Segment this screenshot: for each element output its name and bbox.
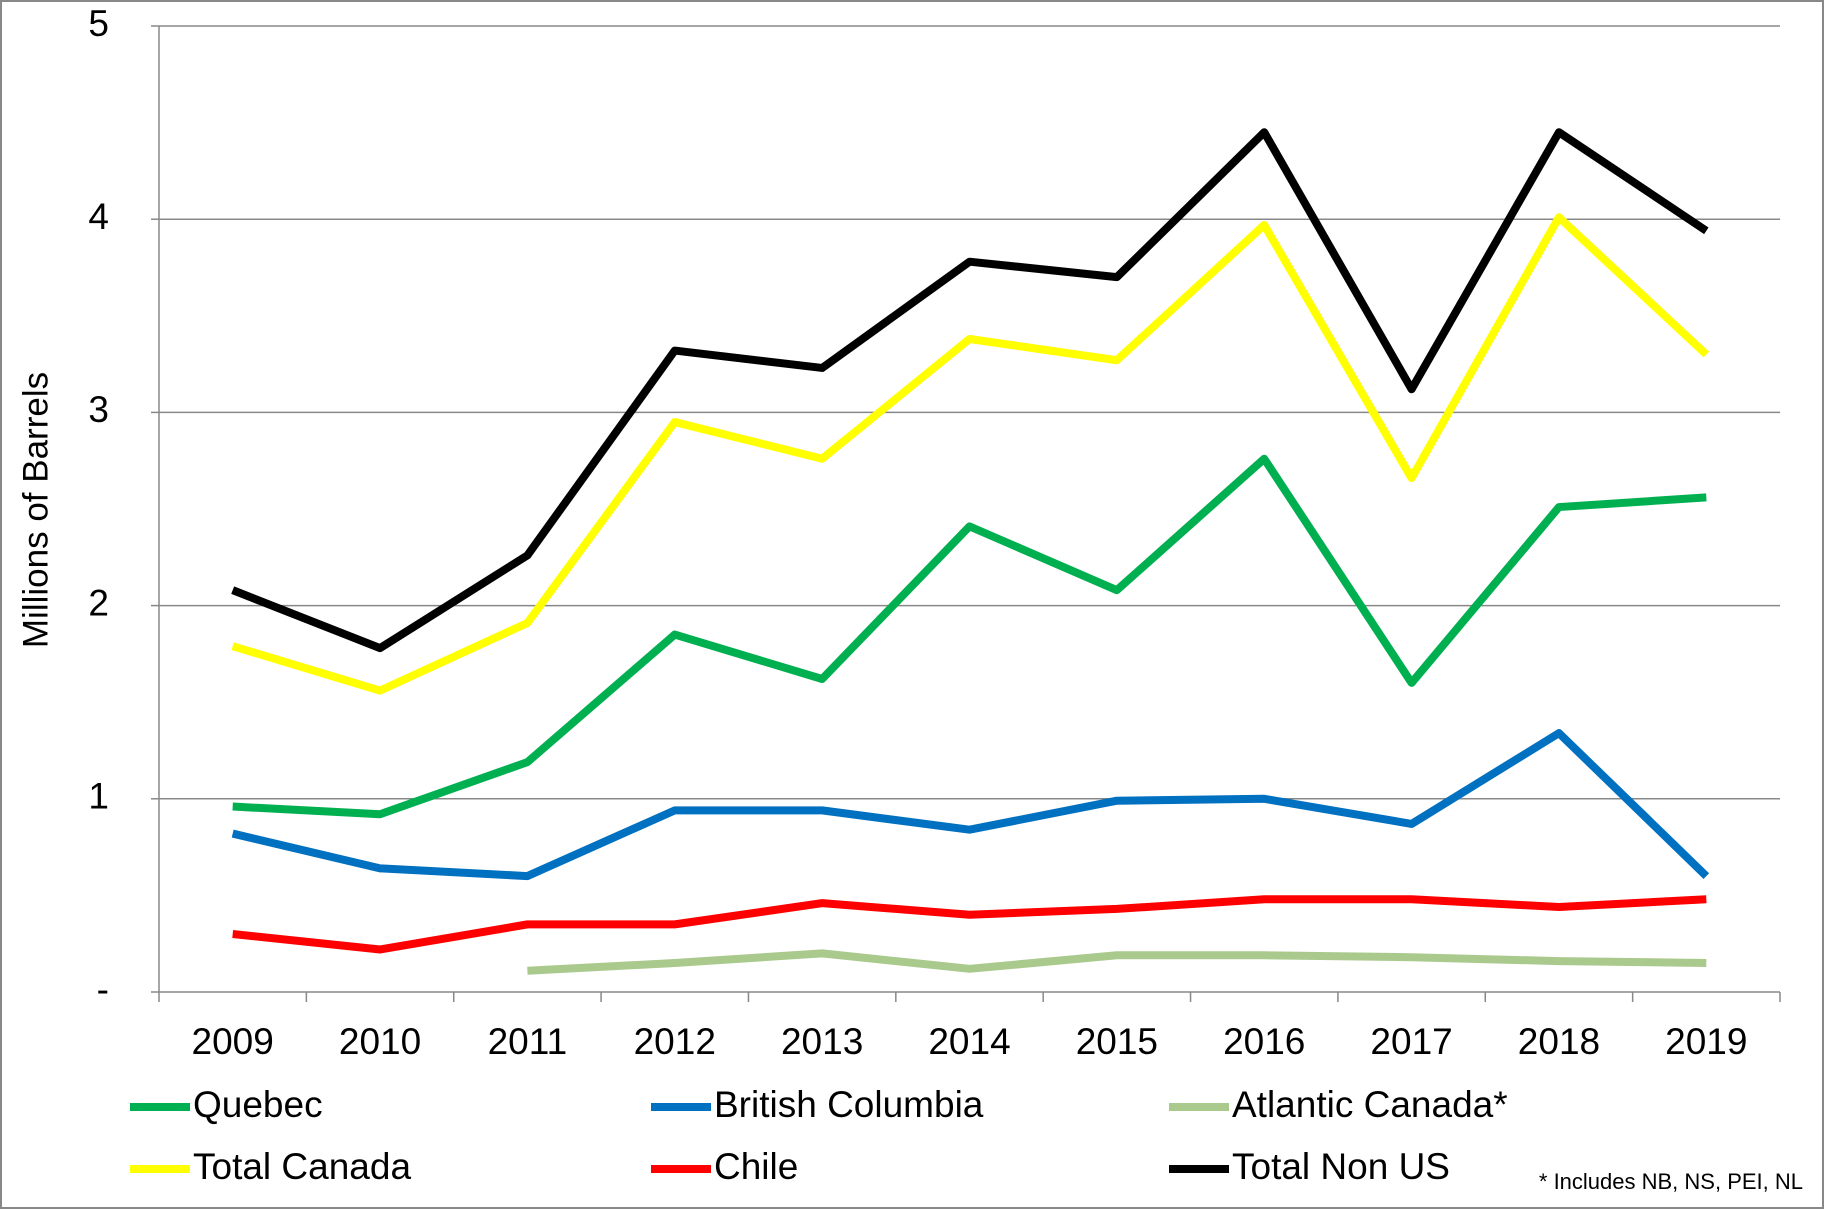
series-line <box>232 454 1707 819</box>
series-line <box>231 213 1710 695</box>
x-tick-label: 2019 <box>1665 1021 1747 1062</box>
x-tick-label: 2010 <box>339 1021 421 1062</box>
x-tick-label: 2011 <box>488 1021 568 1062</box>
legend-label: Total Non US <box>1232 1146 1450 1187</box>
series-line <box>231 729 1710 881</box>
x-tick-label: 2016 <box>1223 1021 1305 1062</box>
x-tick-label: 2015 <box>1076 1021 1158 1062</box>
series-line <box>232 895 1707 954</box>
x-tick-label: 2018 <box>1518 1021 1600 1062</box>
legend-label: Chile <box>714 1146 798 1187</box>
y-tick-label: 4 <box>88 196 109 237</box>
series-line <box>231 128 1709 653</box>
y-tick-label: 3 <box>88 389 109 430</box>
y-tick-label: - <box>97 969 109 1010</box>
series-line <box>527 949 1707 975</box>
x-tick-label: 2014 <box>928 1021 1010 1062</box>
legend-label: Quebec <box>193 1084 323 1125</box>
y-tick-label: 5 <box>88 3 109 44</box>
x-tick-label: 2017 <box>1370 1021 1452 1062</box>
x-tick-label: 2012 <box>634 1021 716 1062</box>
legend-label: British Columbia <box>714 1084 984 1125</box>
legend-label: Atlantic Canada* <box>1232 1084 1508 1125</box>
y-tick-label: 2 <box>88 582 109 623</box>
x-tick-label: 2009 <box>192 1021 274 1062</box>
legend-label: Total Canada <box>193 1146 411 1187</box>
x-tick-label: 2013 <box>781 1021 863 1062</box>
y-axis-label: Millions of Barrels <box>16 372 55 648</box>
y-tick-label: 1 <box>88 776 109 817</box>
footnote: * Includes NB, NS, PEI, NL <box>1539 1169 1803 1194</box>
